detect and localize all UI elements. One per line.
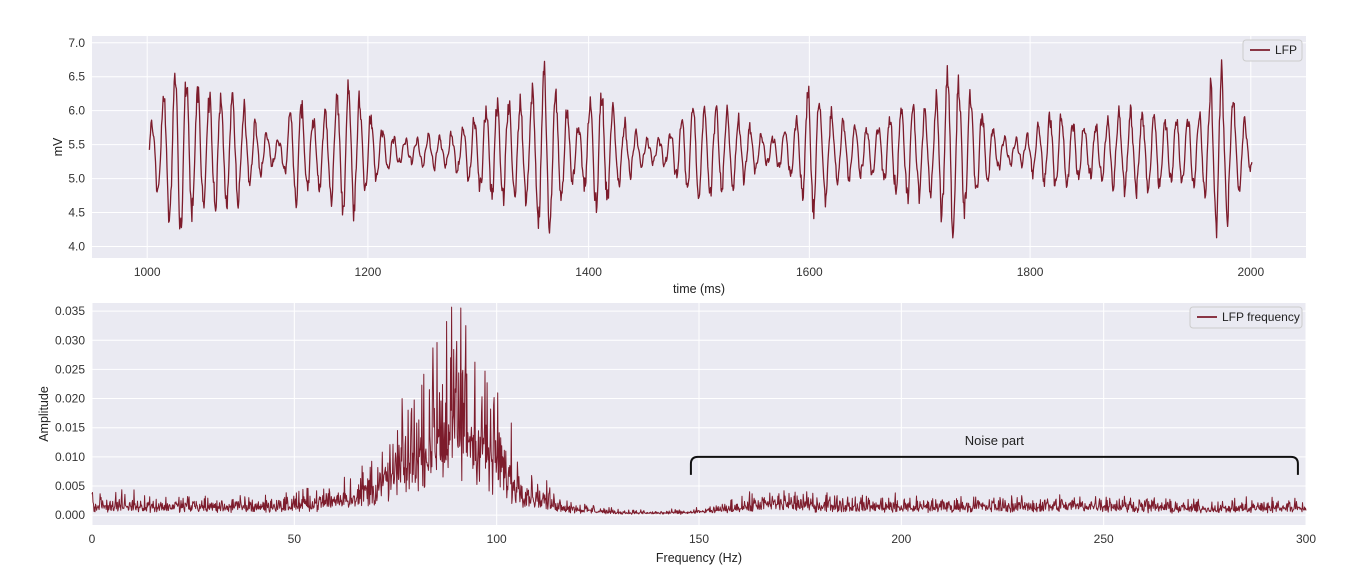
y-tick-label: 5.5 <box>68 138 85 152</box>
x-tick-label: 1600 <box>796 265 823 279</box>
chart-lfp-frequency: 0.000 0.005 0.010 0.015 0.020 0.025 0.030 0.035… <box>37 303 1316 565</box>
y-tick-label: 0.010 <box>55 450 85 464</box>
y-tick-label: 0.035 <box>55 304 85 318</box>
y-tick-label: 0.005 <box>55 479 85 493</box>
legend-time: LFP <box>1242 39 1303 62</box>
legend-label-lfp: LFP <box>1275 43 1297 57</box>
x-tick-label: 50 <box>288 532 302 546</box>
chart-lfp-time: 4.0 4.5 5.0 5.5 6.0 6.5 7.0 1000 1200 1400 1600 18… <box>51 36 1306 296</box>
y-axis-label-mv: mV <box>51 137 65 156</box>
x-tick-label: 150 <box>689 532 709 546</box>
y-tick-label: 4.0 <box>68 239 85 253</box>
x-tick-label: 1800 <box>1017 265 1044 279</box>
x-axis-label-frequency: Frequency (Hz) <box>656 551 742 565</box>
y-axis-label-amplitude: Amplitude <box>37 386 51 442</box>
y-tick-label: 0.000 <box>55 508 85 522</box>
legend-box-frequency <box>1189 306 1303 329</box>
y-tick-label: 6.5 <box>68 70 85 84</box>
x-tick-label: 1400 <box>575 265 602 279</box>
y-ticks-frequency: 0.000 0.005 0.010 0.015 0.020 0.025 0.030 0.035 <box>55 304 85 522</box>
legend-label-lfp-frequency: LFP frequency <box>1222 310 1300 324</box>
y-tick-label: 7.0 <box>68 36 85 50</box>
x-tick-label: 200 <box>891 532 911 546</box>
y-tick-label: 0.030 <box>55 333 85 347</box>
plot-area-time <box>92 36 1306 258</box>
y-tick-label: 0.015 <box>55 421 85 435</box>
x-tick-label: 2000 <box>1237 265 1264 279</box>
x-ticks-frequency: 0 50 100 150 200 250 300 <box>89 532 1317 546</box>
y-tick-label: 4.5 <box>68 206 85 220</box>
x-tick-label: 300 <box>1296 532 1316 546</box>
y-tick-label: 5.0 <box>68 172 85 186</box>
legend-frequency: LFP frequency <box>1189 306 1303 329</box>
y-tick-label: 6.0 <box>68 104 85 118</box>
annotation-noise-part: Noise part <box>965 433 1025 448</box>
series-line-lfp-frequency <box>91 306 1307 515</box>
x-tick-label: 100 <box>487 532 507 546</box>
legend-box-time <box>1242 39 1303 62</box>
series-line-lfp <box>148 59 1253 239</box>
y-tick-label: 0.020 <box>55 392 85 406</box>
x-ticks-time: 1000 1200 1400 1600 1800 2000 <box>134 265 1265 279</box>
x-tick-label: 1200 <box>355 265 382 279</box>
x-axis-label-time: time (ms) <box>673 282 725 296</box>
x-tick-label: 0 <box>89 532 96 546</box>
x-tick-label: 1000 <box>134 265 161 279</box>
y-ticks-time: 4.0 4.5 5.0 5.5 6.0 6.5 7.0 <box>68 36 85 254</box>
noise-bracket <box>689 455 1299 475</box>
y-tick-label: 0.025 <box>55 362 85 376</box>
grid-time <box>92 36 1306 258</box>
x-tick-label: 250 <box>1094 532 1114 546</box>
